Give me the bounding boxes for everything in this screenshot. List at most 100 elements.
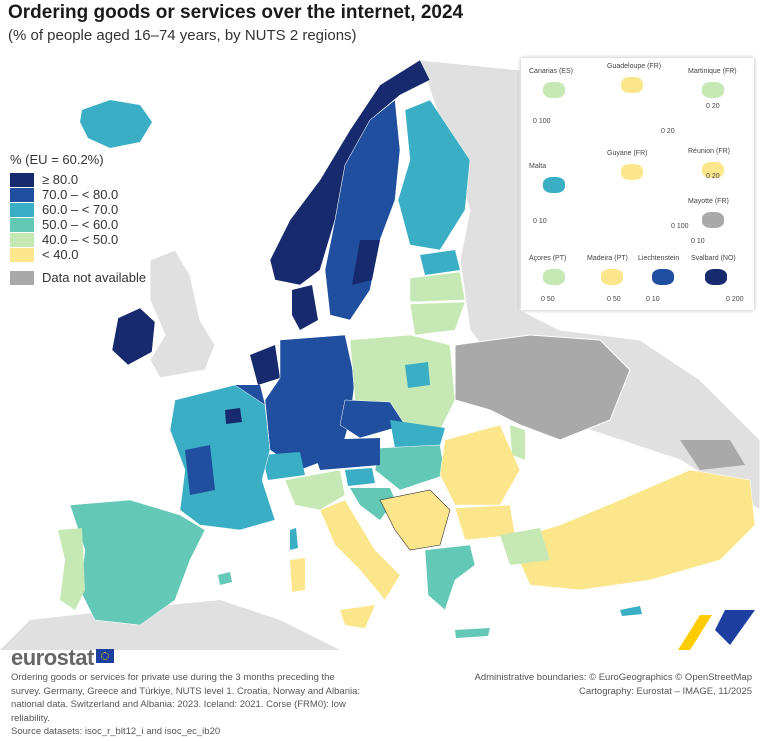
legend-swatch — [10, 217, 34, 232]
inset-region-shape — [705, 269, 727, 285]
inset-label: Madeira (PT) — [587, 255, 628, 262]
inset-scale-bar: 0 20 — [706, 173, 720, 180]
legend-title: % (EU = 60.2%) — [10, 152, 104, 167]
inset-scale-bar: 0 10 — [646, 296, 660, 303]
region-finland — [397, 99, 471, 251]
legend-swatch — [10, 232, 34, 247]
eurostat-logo: eurostat — [11, 645, 114, 671]
legend-item: 40.0 – < 50.0 — [10, 232, 146, 247]
inset-scale-bar: 0 10 — [533, 218, 547, 225]
region-ireland — [111, 307, 156, 366]
credit-cartography: Cartography: Eurostat – IMAGE, 11/2025 — [578, 685, 752, 697]
map-title: Ordering goods or services over the inte… — [8, 2, 464, 23]
inset-label: Açores (PT) — [529, 255, 567, 262]
inset-label: Martinique (FR) — [688, 68, 737, 75]
region-estonia — [420, 250, 460, 275]
region-switzerland — [262, 452, 305, 480]
legend-item: < 40.0 — [10, 247, 146, 262]
legend-item: 50.0 – < 60.0 — [10, 217, 146, 232]
legend-swatch — [10, 172, 34, 187]
region-iceland — [80, 100, 152, 148]
region-bosnia-serbia — [379, 489, 451, 551]
inset-label: Réunion (FR) — [688, 148, 731, 155]
region-turkey-istanbul — [500, 528, 550, 565]
region-france-west — [185, 445, 215, 495]
legend-label: 40.0 – < 50.0 — [42, 232, 119, 247]
inset-region-shape — [621, 164, 643, 180]
inset-label: Liechtenstein — [638, 255, 680, 262]
inset-region-shape — [702, 212, 724, 228]
region-sicily — [340, 605, 375, 628]
region-italy-north — [284, 469, 346, 511]
region-austria — [310, 438, 380, 470]
legend-item: 60.0 – < 70.0 — [10, 202, 146, 217]
region-ile-de-france — [225, 408, 242, 424]
inset-scale-bar: 0 50 — [607, 296, 621, 303]
region-cyprus — [620, 606, 642, 616]
eu-flag-icon — [95, 649, 114, 663]
note-text: Ordering goods or services for private u… — [11, 672, 361, 724]
credit-boundaries: Administrative boundaries: © EuroGeograp… — [474, 672, 753, 683]
legend-label: Data not available — [42, 270, 147, 285]
inset-region-shape — [702, 162, 724, 178]
inset-scale-bar: 0 200 — [726, 296, 744, 303]
region-crete — [455, 628, 490, 638]
inset-label: Guadeloupe (FR) — [607, 63, 662, 70]
eurostat-mark-yellow — [678, 615, 712, 650]
map-subtitle: (% of people aged 16–74 years, by NUTS 2… — [8, 27, 357, 44]
region-sweden-stockholm — [352, 240, 380, 285]
region-romania — [439, 424, 521, 506]
inset-region-shape — [543, 82, 565, 98]
inset-panel: Canarias (ES) 0 100 Guadeloupe (FR) 0 20 Mar… — [521, 58, 754, 310]
europe-map — [0, 59, 761, 650]
region-ukraine-na — [454, 334, 631, 441]
legend-swatch — [10, 187, 34, 202]
inset-scale-bar: 0 50 — [541, 296, 555, 303]
region-moldova — [510, 425, 525, 460]
legend-label: 70.0 – < 80.0 — [42, 187, 119, 202]
legend-label: < 40.0 — [42, 247, 79, 262]
map-legend: % (EU = 60.2%) ≥ 80.0 70.0 – < 80.0 60.0 –… — [10, 152, 146, 285]
legend-swatch — [10, 270, 34, 285]
inset-region-shape — [702, 82, 724, 98]
eurostat-mark-blue — [715, 610, 755, 645]
region-poland-warsaw — [405, 362, 430, 388]
region-czechia — [339, 399, 406, 439]
land-uk — [149, 249, 216, 379]
legend-item: ≥ 80.0 — [10, 172, 146, 187]
inset-scale-bar: 0 10 — [691, 238, 705, 245]
legend-label: 50.0 – < 60.0 — [42, 217, 119, 232]
legend-swatch — [10, 202, 34, 217]
region-hungary — [374, 444, 446, 491]
inset-scale-bar: 0 20 — [661, 128, 675, 135]
inset-region-shape — [543, 269, 565, 285]
inset-region-shape — [543, 177, 565, 193]
inset-label: Malta — [529, 163, 547, 170]
source-datasets: Source datasets: isoc_r_blt12_i and isoc… — [11, 726, 221, 737]
region-latvia — [409, 271, 466, 303]
region-corse — [290, 528, 298, 550]
region-slovakia — [390, 420, 445, 448]
inset-region-shape — [621, 77, 643, 93]
region-balearics — [218, 572, 232, 585]
legend-label: 60.0 – < 70.0 — [42, 202, 119, 217]
inset-label: Canarias (ES) — [529, 68, 573, 75]
inset-region-shape — [652, 269, 674, 285]
legend-item: 70.0 – < 80.0 — [10, 187, 146, 202]
land-russia-east — [419, 59, 761, 511]
region-greece — [424, 544, 476, 611]
region-sardinia — [290, 558, 305, 592]
brand-text: eurostat — [11, 645, 94, 670]
inset-scale-bar: 0 100 — [533, 118, 551, 125]
inset-label: Svalbard (NO) — [691, 255, 736, 262]
region-portugal — [58, 528, 85, 610]
region-denmark — [292, 285, 318, 330]
inset-label: Mayotte (FR) — [688, 198, 729, 205]
region-norway — [269, 59, 431, 286]
region-slovenia — [345, 468, 375, 486]
region-italy-south — [319, 499, 401, 601]
region-caucasus-na — [680, 440, 745, 470]
legend-item-na: Data not available — [10, 270, 146, 285]
region-netherlands — [250, 345, 280, 385]
